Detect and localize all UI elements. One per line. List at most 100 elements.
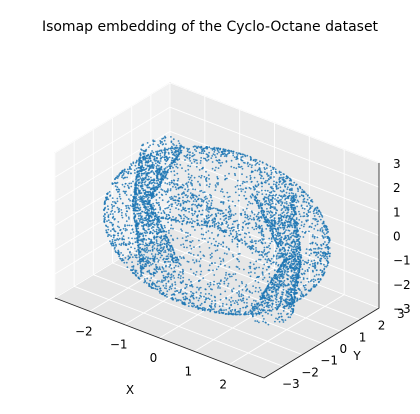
scatter-point	[256, 303, 258, 306]
scatter-point	[161, 189, 164, 191]
scatter-point	[130, 182, 133, 185]
scatter-point	[244, 211, 246, 213]
scatter-point	[174, 287, 177, 290]
scatter-point	[166, 276, 169, 279]
scatter-point	[267, 210, 270, 213]
scatter-point	[294, 193, 297, 196]
scatter-point	[134, 190, 137, 193]
scatter-point	[162, 276, 165, 279]
scatter-point	[191, 152, 194, 155]
scatter-point	[261, 161, 264, 164]
scatter-point	[137, 189, 140, 191]
scatter-point	[271, 224, 274, 227]
scatter-point	[226, 253, 228, 255]
scatter-point	[217, 182, 220, 184]
scatter-point	[275, 199, 278, 202]
scatter-point	[153, 224, 156, 226]
scatter-point	[164, 156, 167, 158]
scatter-point	[290, 195, 293, 198]
scatter-point	[213, 280, 216, 283]
scatter-point	[275, 193, 278, 196]
scatter-point	[147, 256, 149, 259]
scatter-point	[252, 309, 255, 312]
scatter-point	[235, 265, 238, 268]
scatter-point	[124, 213, 127, 215]
scatter-point	[158, 249, 160, 252]
scatter-point	[204, 237, 206, 240]
scatter-point	[296, 283, 299, 285]
scatter-point	[175, 153, 178, 156]
scatter-point	[208, 219, 211, 222]
scatter-point	[124, 225, 126, 228]
scatter-point	[139, 200, 142, 203]
scatter-point	[291, 297, 294, 300]
scatter-point	[263, 294, 266, 297]
scatter-point	[111, 205, 114, 208]
scatter-point	[166, 296, 168, 298]
scatter-point	[270, 192, 272, 194]
scatter-point	[161, 293, 164, 296]
scatter-point	[164, 170, 167, 173]
scatter-point	[237, 313, 239, 316]
scatter-point	[258, 220, 261, 222]
scatter-point	[283, 184, 286, 186]
scatter-point	[321, 216, 324, 218]
scatter-point	[274, 168, 277, 171]
scatter-point	[181, 268, 184, 271]
scatter-point	[208, 211, 210, 213]
scatter-point	[306, 205, 308, 208]
scatter-point	[143, 278, 146, 280]
scatter-point	[268, 194, 271, 196]
scatter-point	[295, 184, 297, 187]
scatter-point	[269, 226, 272, 229]
scatter-point	[141, 263, 144, 266]
scatter-point	[117, 211, 120, 214]
scatter-point	[258, 321, 260, 324]
scatter-point	[184, 239, 187, 242]
scatter-point	[156, 220, 159, 222]
scatter-point	[146, 231, 149, 234]
scatter-point	[111, 197, 114, 200]
scatter-point	[157, 144, 159, 146]
scatter-point	[147, 223, 150, 226]
scatter-point	[136, 233, 139, 236]
scatter-point	[199, 162, 202, 164]
scatter-point	[270, 314, 273, 316]
scatter-point	[139, 206, 142, 209]
scatter-point	[159, 241, 162, 244]
scatter-point	[191, 207, 193, 210]
scatter-point	[230, 304, 233, 307]
scatter-point	[280, 255, 282, 257]
scatter-point	[265, 193, 268, 196]
scatter-point	[153, 268, 156, 270]
scatter-point	[160, 235, 163, 238]
scatter-point	[267, 323, 270, 326]
scatter-point	[114, 185, 117, 188]
scatter-point	[158, 204, 161, 206]
scatter-point	[281, 282, 283, 285]
scatter-point	[188, 147, 191, 150]
scatter-point	[309, 204, 311, 207]
scatter-point	[201, 199, 204, 201]
scatter-point	[307, 281, 310, 283]
scatter-point	[206, 283, 209, 286]
scatter-point	[283, 259, 286, 261]
scatter-point	[282, 190, 285, 193]
scatter-point	[275, 211, 277, 214]
scatter-point	[218, 242, 220, 245]
scatter-point	[146, 186, 149, 189]
scatter-point	[252, 194, 254, 197]
scatter-point	[291, 264, 293, 266]
scatter-point	[262, 267, 264, 270]
scatter-point	[294, 298, 296, 300]
scatter-point	[235, 158, 238, 161]
scatter-point	[195, 259, 198, 261]
scatter-point	[156, 233, 159, 235]
scatter-point	[221, 161, 224, 164]
scatter-point	[109, 230, 112, 232]
scatter-point	[141, 187, 144, 190]
scatter-point	[144, 191, 147, 193]
scatter-point	[220, 308, 222, 310]
scatter-point	[204, 157, 207, 160]
scatter-point	[168, 241, 171, 244]
